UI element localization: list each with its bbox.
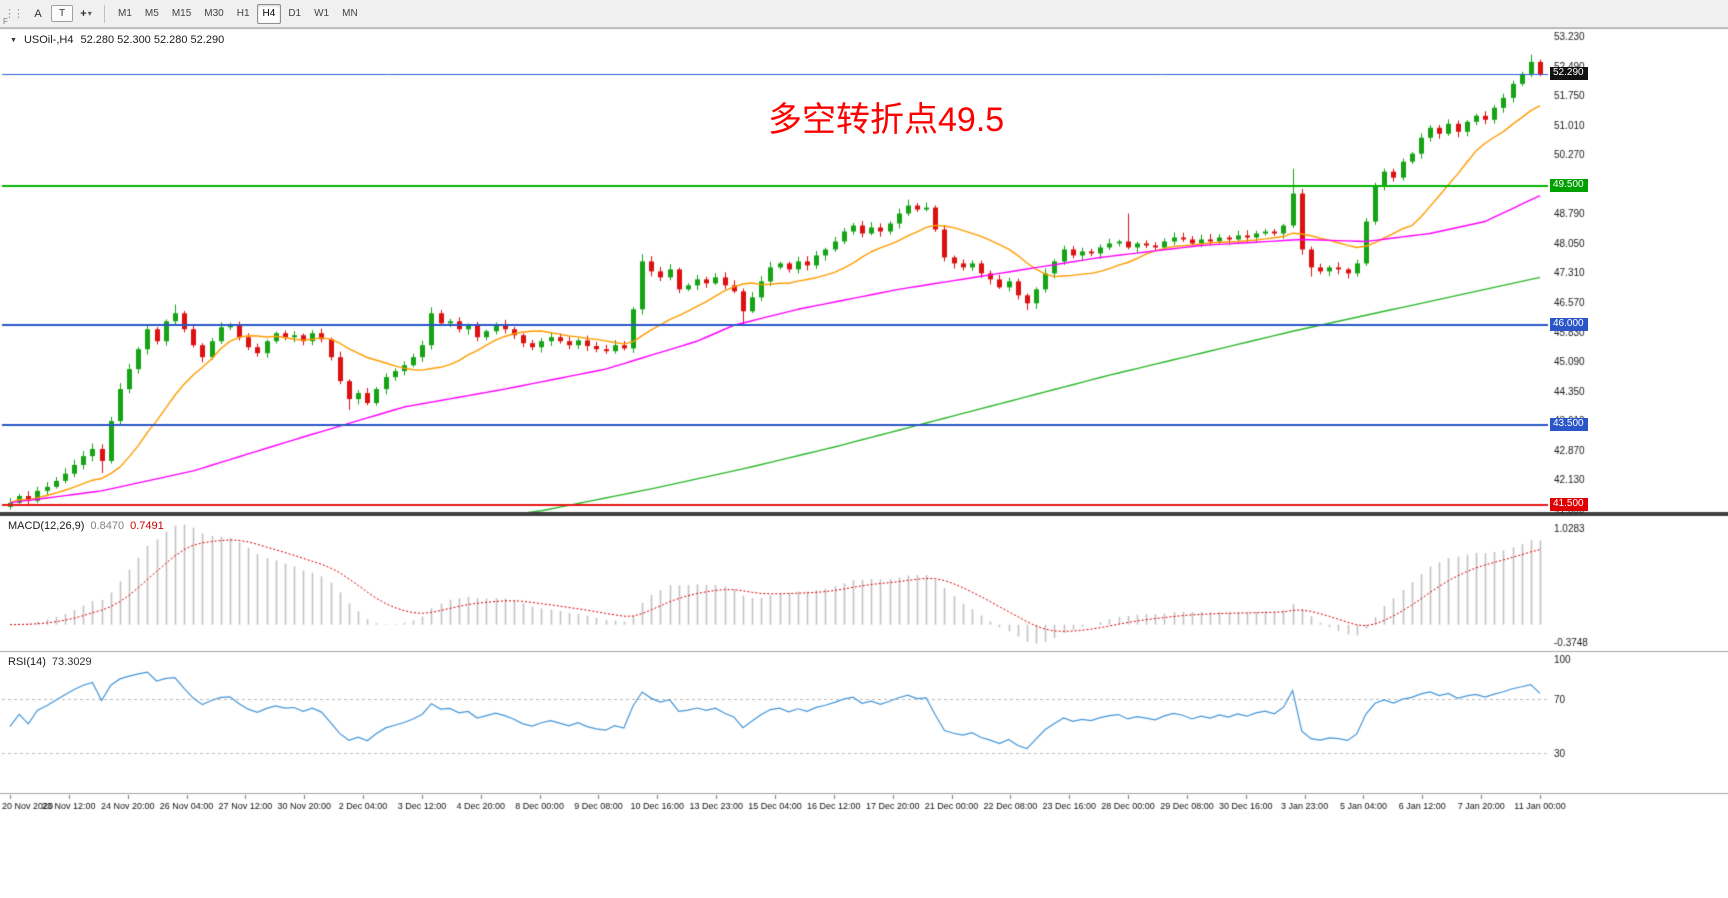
top-toolbar: ⋮⋮ A T + ▾ M1 M5 M15 M30 H1 H4 D1 W1 MN F [0,0,1728,28]
macd-signal-value: 0.7491 [130,520,164,532]
timeframe-button-MN[interactable]: MN [342,8,358,19]
price-tag-46.000: 46.000 [1550,318,1588,332]
timeframe-button-H1[interactable]: H1 [236,8,250,19]
timeframe-button-group: M1 M5 M15 M30 H1 H4 D1 W1 MN [112,3,364,24]
symbol-name: USOil-,H4 [23,34,74,46]
timeframe-button-H4[interactable]: H4 [256,3,282,24]
timeframe-button-W1[interactable]: W1 [314,8,330,19]
chart-canvas[interactable] [0,28,1728,898]
macd-name: MACD(12,26,9) [8,520,85,532]
timeframe-button-M5[interactable]: M5 [144,8,159,19]
price-tag-49.500: 49.500 [1550,178,1588,192]
toolbar-separator [104,4,105,23]
price-tag-41.500: 41.500 [1550,497,1588,511]
symbol-caret-icon[interactable]: ▼ [10,36,17,44]
timeframe-button-M30[interactable]: M30 [204,8,224,19]
timeframe-button-M15[interactable]: M15 [171,8,192,19]
timeframe-button-D1[interactable]: D1 [288,8,302,19]
chevron-down-icon[interactable]: ▾ [87,9,92,18]
crosshair-icon: + [80,7,87,20]
text-tool-button[interactable]: T [51,5,73,22]
rsi-name: RSI(14) [8,656,46,668]
chart-annotation-text: 多空转折点49.5 [768,101,1005,139]
symbol-label[interactable]: ▼ USOil-,H4 52.280 52.300 52.280 52.290 [10,34,224,46]
price-tag-43.500: 43.500 [1550,418,1588,432]
macd-label: MACD(12,26,9) 0.8470 0.7491 [8,520,164,532]
toolbar-grip-icon[interactable]: ⋮⋮ [4,8,24,20]
timeframe-button-M1[interactable]: M1 [118,8,132,19]
crosshair-tool-button[interactable]: + ▾ [75,3,97,25]
rsi-label: RSI(14) 73.3029 [8,656,92,668]
toolbar-f-label: F [3,17,8,26]
annotation-tool-button[interactable]: A [34,7,42,20]
macd-main-value: 0.8470 [90,520,125,532]
chart-window: ▼ USOil-,H4 52.280 52.300 52.280 52.290 … [0,28,1728,898]
symbol-quote: 52.280 52.300 52.280 52.290 [80,34,225,46]
rsi-value: 73.3029 [51,656,92,668]
price-tag-52.290: 52.290 [1550,67,1588,81]
